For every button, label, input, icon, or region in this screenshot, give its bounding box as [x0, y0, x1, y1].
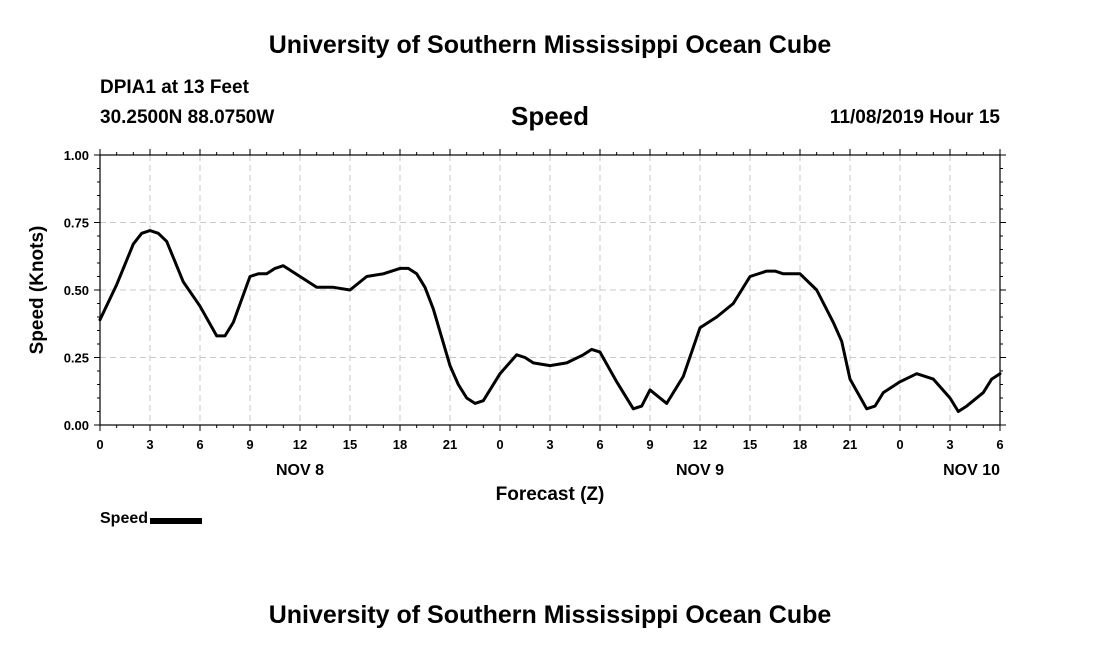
x-axis-label: Forecast (Z)	[496, 484, 605, 505]
chart-header-title: University of Southern Mississippi Ocean…	[268, 31, 832, 59]
x-tick-label: 0	[896, 437, 903, 452]
y-tick-label: 0.25	[64, 351, 89, 366]
x-tick-label: 6	[196, 437, 203, 452]
x-tick-label: 3	[546, 437, 553, 452]
x-tick-label: 3	[146, 437, 153, 452]
x-tick-label: 21	[843, 437, 857, 452]
y-tick-label: 0.75	[64, 216, 89, 231]
legend-line-swatch	[150, 517, 203, 524]
station-label: DPIA1 at 13 Feet	[100, 77, 249, 98]
x-tick-label: 9	[246, 437, 253, 452]
plot-frame	[99, 154, 1001, 426]
x-tick-label: 21	[443, 437, 457, 452]
x-tick-label: 18	[793, 437, 807, 452]
legend-label: Speed	[100, 510, 149, 527]
x-tick-label: 12	[293, 437, 307, 452]
y-tick-label: 0.00	[64, 418, 89, 433]
x-tick-label: 15	[743, 437, 757, 452]
x-tick-label: 18	[393, 437, 407, 452]
x-date-label: NOV 8	[276, 462, 324, 479]
x-tick-label: 3	[946, 437, 953, 452]
legend: Speed	[100, 510, 203, 528]
chart-title: Speed	[510, 101, 590, 131]
speed-series-line	[98, 229, 1002, 413]
x-date-label: NOV 9	[676, 462, 724, 479]
y-tick-label: 1.00	[64, 148, 89, 163]
x-tick-label: 6	[596, 437, 603, 452]
y-tick-label: 0.50	[64, 283, 89, 298]
x-date-label: NOV 10	[943, 462, 1000, 479]
x-tick-label: 15	[343, 437, 357, 452]
x-tick-label: 9	[646, 437, 653, 452]
footer-title: University of Southern Mississippi Ocean…	[268, 601, 832, 629]
x-tick-label: 0	[96, 437, 103, 452]
y-axis-label: Speed (Knots)	[27, 226, 48, 355]
run-time-label: 11/08/2019 Hour 15	[829, 107, 1000, 128]
coordinates-label: 30.2500N 88.0750W	[100, 107, 275, 128]
x-tick-label: 0	[496, 437, 503, 452]
x-tick-label: 12	[693, 437, 707, 452]
x-tick-label: 6	[996, 437, 1003, 452]
